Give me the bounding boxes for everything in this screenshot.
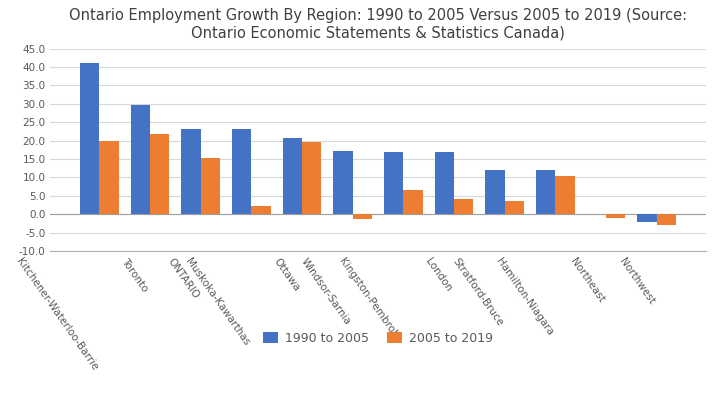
- Bar: [435, 152, 454, 214]
- Bar: [555, 176, 575, 214]
- Bar: [637, 214, 657, 222]
- Legend: 1990 to 2005, 2005 to 2019: 1990 to 2005, 2005 to 2019: [258, 327, 498, 350]
- Bar: [606, 214, 625, 218]
- Bar: [99, 141, 119, 214]
- Bar: [403, 190, 423, 214]
- Bar: [232, 129, 251, 214]
- Bar: [353, 214, 372, 219]
- Bar: [505, 201, 524, 214]
- Title: Ontario Employment Growth By Region: 1990 to 2005 Versus 2005 to 2019 (Source:
O: Ontario Employment Growth By Region: 199…: [69, 8, 687, 40]
- Bar: [536, 170, 555, 214]
- Bar: [657, 214, 676, 225]
- Bar: [384, 152, 403, 214]
- Bar: [80, 63, 99, 214]
- Bar: [485, 170, 505, 214]
- Bar: [251, 206, 271, 214]
- Bar: [454, 199, 473, 214]
- Bar: [333, 151, 353, 214]
- Bar: [201, 158, 220, 214]
- Bar: [150, 134, 169, 214]
- Bar: [283, 139, 302, 214]
- Bar: [181, 129, 201, 214]
- Bar: [131, 104, 150, 214]
- Bar: [302, 142, 321, 214]
